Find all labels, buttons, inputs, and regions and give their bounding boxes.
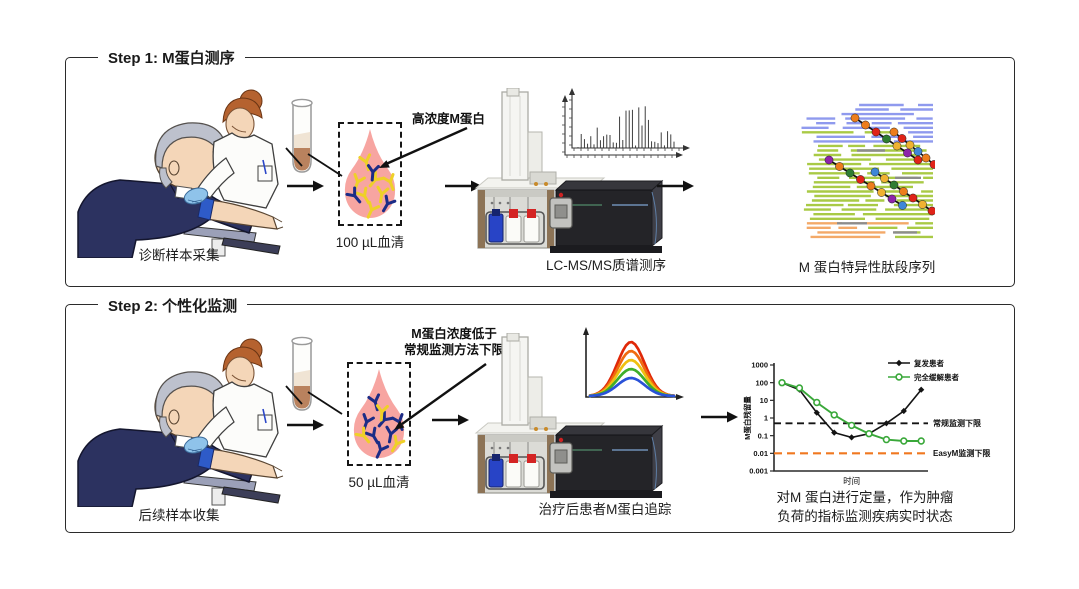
arrow-right-icon-2b [430, 413, 470, 427]
svg-text:0.001: 0.001 [749, 467, 768, 476]
chart-caption: 对M 蛋白进行定量，作为肿瘤 负荷的指标监测疾病实时状态 [716, 489, 1014, 526]
step1-panel: 诊断样本采集 100 µL血清 高浓度M蛋白 [65, 57, 1015, 287]
lcms-instrument-2 [474, 333, 664, 501]
serum-droplet-2 [349, 365, 409, 464]
step2-panel: 后续样本收集 50 µL血清 M蛋白浓度低于 常规监测方法下限 [65, 304, 1015, 533]
monitoring-chart-svg: 1000 100 10 1 0.1 0.01 0.001 常规监测下限 Easy… [742, 358, 990, 486]
serum-droplet-box-2 [347, 362, 411, 466]
patient-label-2: 后续样本收集 [138, 508, 220, 523]
serum-droplet-box-1 [338, 122, 402, 226]
arrow-right-icon-1a [285, 179, 325, 193]
patient-illustration-2 [74, 335, 284, 507]
instrument-label-2: 治疗后患者M蛋白追踪 [538, 502, 672, 517]
serum-volume-label-1: 100 µL血清 [335, 235, 405, 250]
result-label-1: M 蛋白特异性肽段序列 [798, 260, 936, 275]
threshold-0: 常规监测下限 [774, 418, 981, 428]
patient-label-1: 诊断样本采集 [138, 248, 220, 263]
step1-title: Step 1: M蛋白测序 [98, 47, 245, 68]
lcms-instrument-1 [474, 88, 664, 256]
svg-text:100: 100 [755, 378, 768, 387]
svg-text:完全缓解患者: 完全缓解患者 [914, 372, 959, 382]
svg-text:M蛋白残留量: M蛋白残留量 [742, 396, 752, 440]
blood-tube-icon-2 [286, 336, 318, 420]
svg-text:复发患者: 复发患者 [913, 358, 944, 368]
tube-link-lines-2 [280, 382, 346, 420]
step2-title: Step 2: 个性化监测 [98, 295, 248, 316]
series-1 [778, 379, 925, 445]
serum-droplet-1 [340, 125, 400, 224]
low-mprotein-annotation: M蛋白浓度低于 常规监测方法下限 [364, 326, 544, 359]
mass-spectrum-inset [558, 86, 694, 164]
svg-text:0.01: 0.01 [753, 449, 768, 458]
chromatogram-inset [574, 325, 694, 409]
svg-text:常规监测下限: 常规监测下限 [933, 418, 981, 428]
legend-item-0: 复发患者 [888, 358, 944, 368]
blood-tube-icon-1 [286, 98, 318, 182]
patient-illustration-1 [74, 86, 284, 258]
legend-item-1: 完全缓解患者 [888, 372, 959, 382]
svg-text:10: 10 [760, 396, 768, 405]
svg-text:1000: 1000 [751, 361, 768, 370]
instrument-label-1: LC-MS/MS质谱测序 [545, 258, 666, 273]
svg-text:0.1: 0.1 [758, 431, 768, 440]
svg-text:时间: 时间 [843, 476, 860, 486]
monitoring-chart: 1000 100 10 1 0.1 0.01 0.001 常规监测下限 Easy… [742, 353, 1012, 495]
peptide-map-graphic [799, 102, 935, 248]
arrow-right-icon-1c [655, 179, 695, 193]
serum-volume-label-2: 50 µL血清 [348, 475, 410, 490]
caption-line-1: 对M 蛋白进行定量，作为肿瘤 [776, 490, 954, 505]
high-mprotein-annotation: 高浓度M蛋白 [412, 112, 485, 126]
svg-text:1: 1 [764, 414, 768, 423]
svg-text:EasyM监测下限: EasyM监测下限 [933, 448, 990, 458]
threshold-1: EasyM监测下限 [774, 448, 990, 458]
caption-line-2: 负荷的指标监测疾病实时状态 [777, 508, 953, 524]
annotation-arrow-icon-1 [371, 124, 471, 174]
arrow-right-icon-1b [443, 179, 483, 193]
annotation-arrow-icon-2 [384, 358, 496, 438]
annotation-line-2: 常规监测方法下限 [403, 343, 504, 358]
arrow-right-icon-2a [285, 418, 325, 432]
annotation-line-1: M蛋白浓度低于 [411, 327, 497, 341]
arrow-right-icon-2c [699, 410, 739, 424]
tube-link-lines-1 [280, 144, 346, 182]
